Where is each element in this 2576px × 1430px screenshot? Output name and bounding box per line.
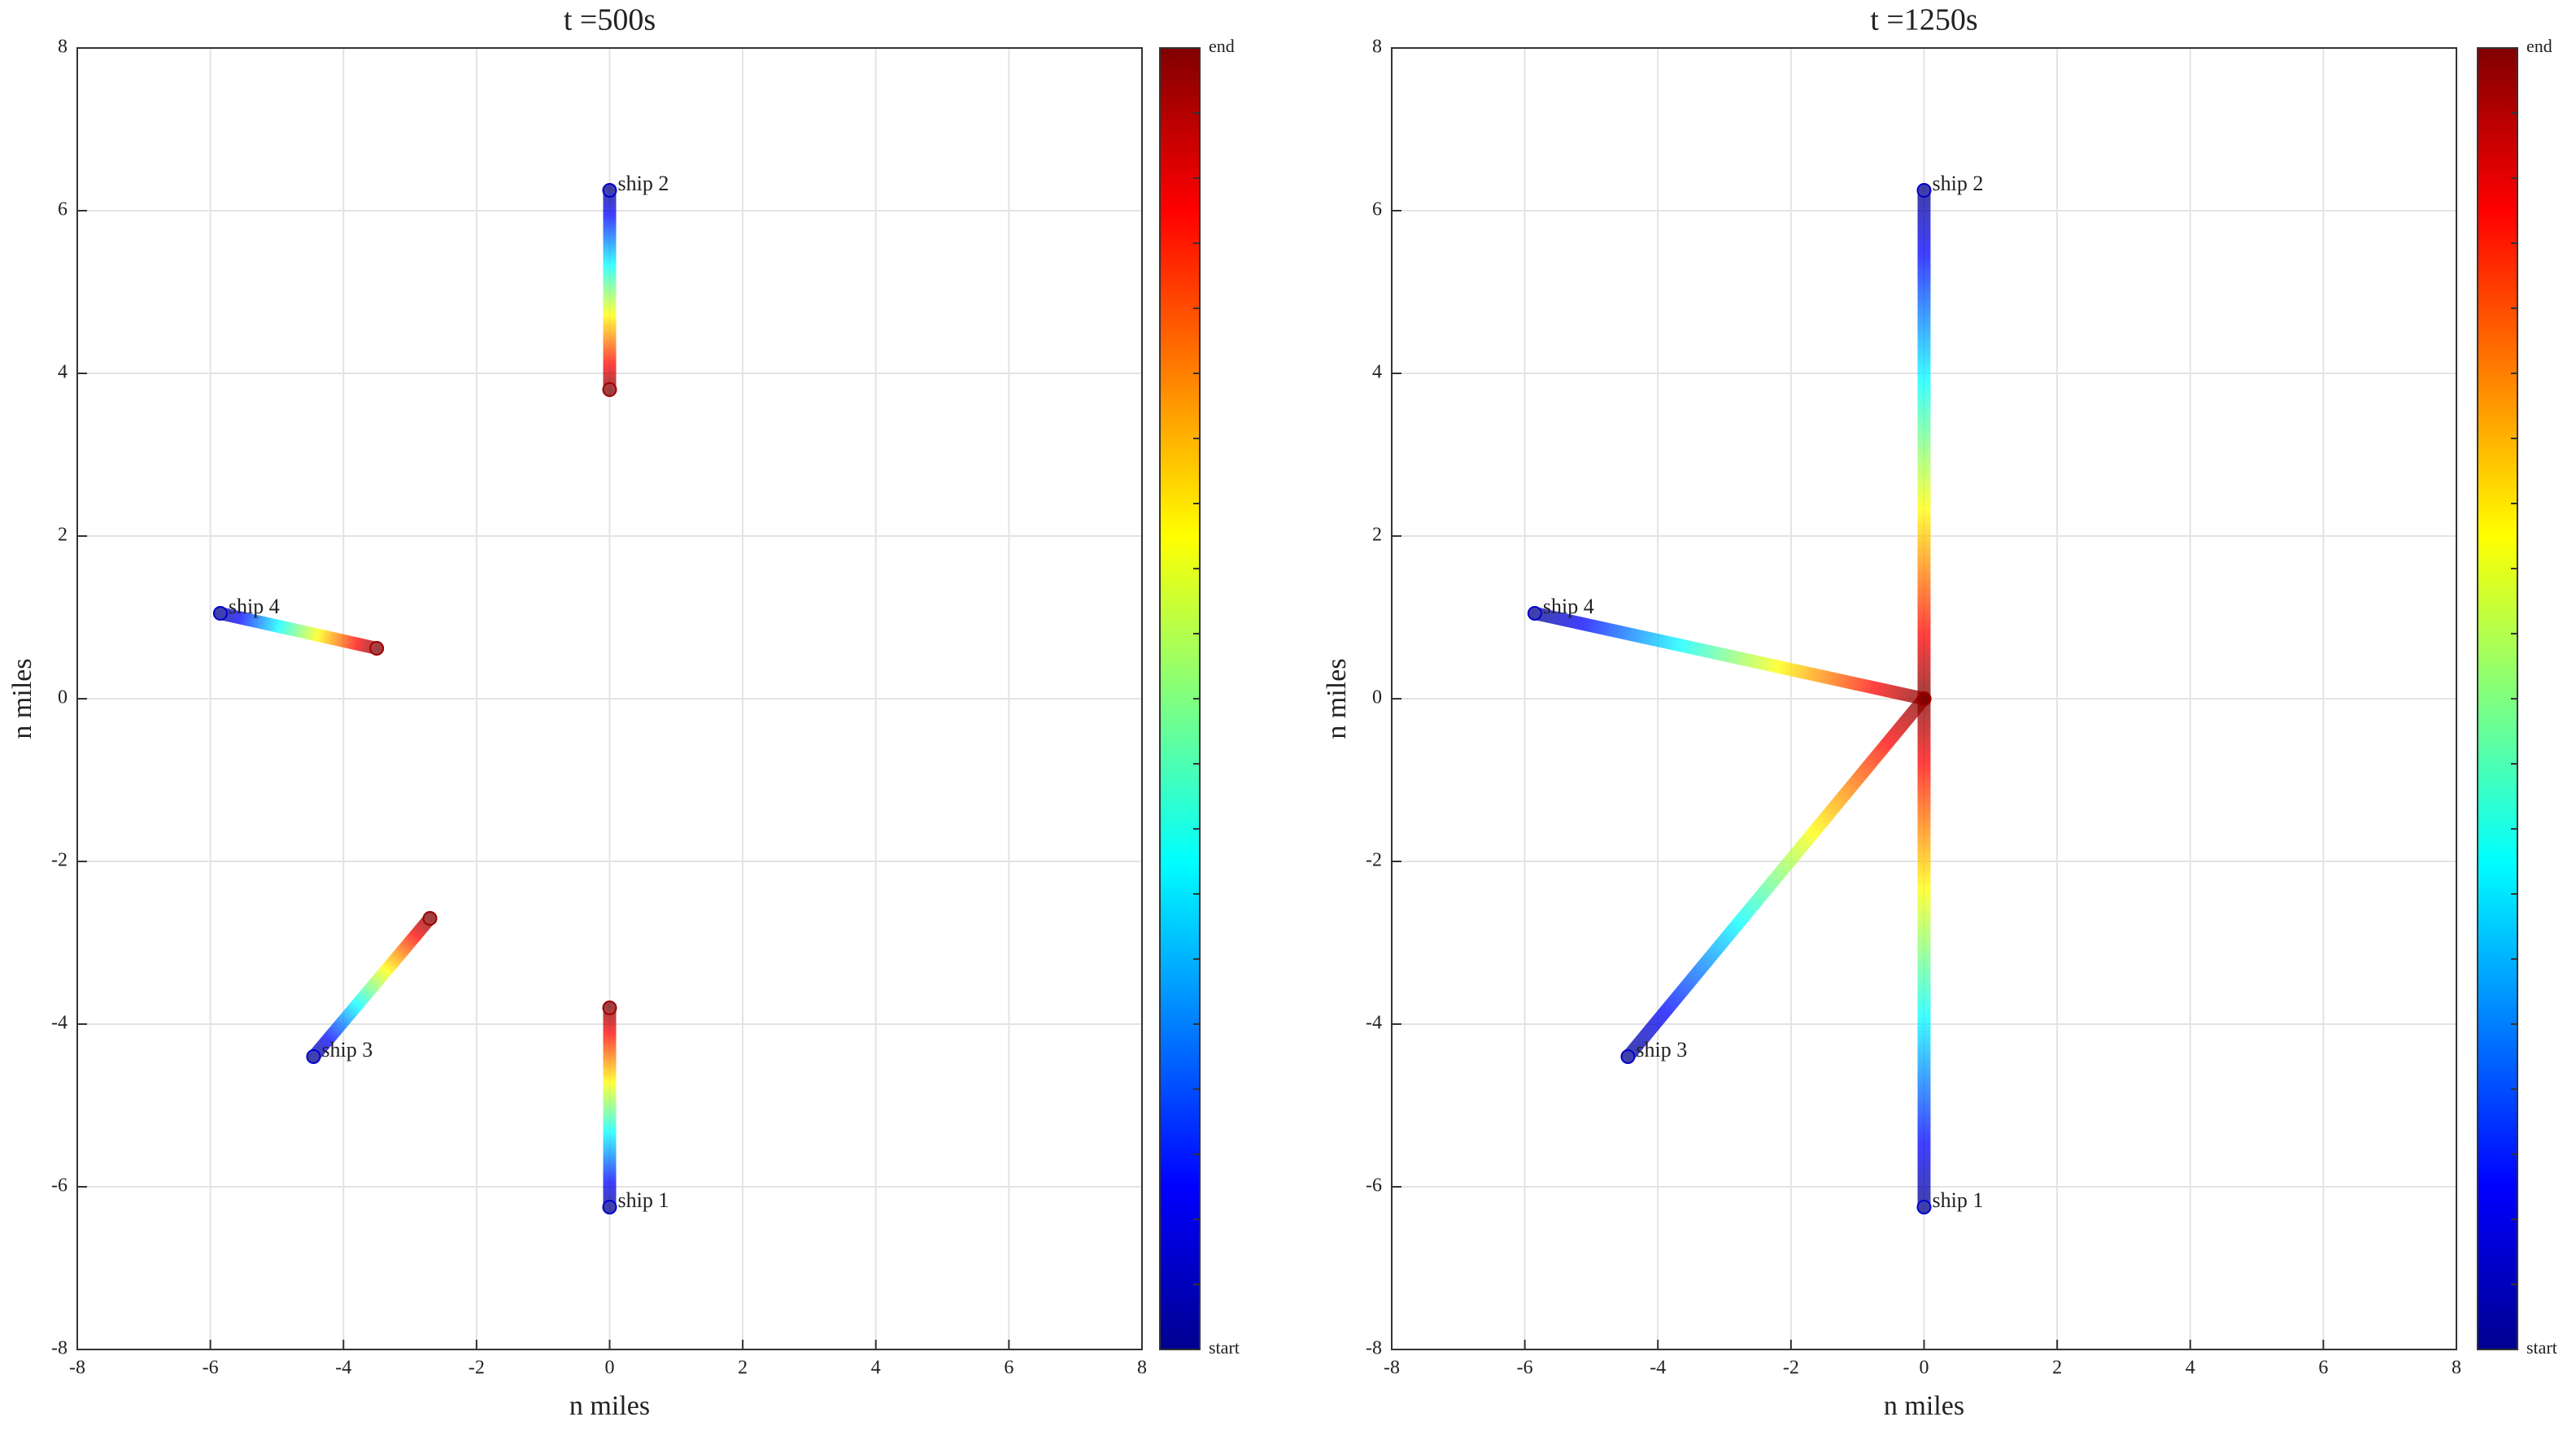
x-tick-label: -8: [69, 1358, 85, 1379]
y-tick-label: -2: [51, 850, 68, 871]
y-tick-label: 6: [58, 199, 68, 220]
y-tick-label: -6: [1366, 1175, 1382, 1197]
y-tick-label: -8: [1366, 1338, 1382, 1359]
ship-label: ship 1: [1933, 1188, 1984, 1212]
ship-label: ship 2: [618, 172, 669, 195]
y-tick-label: 0: [58, 687, 68, 708]
colorbar: [2477, 47, 2518, 1350]
x-tick-label: 8: [1137, 1358, 1147, 1379]
x-tick-label: 0: [605, 1358, 615, 1379]
x-tick-label: -2: [1783, 1358, 1799, 1379]
ship-label: ship 2: [1933, 172, 1984, 195]
colorbar-label: start: [1209, 1337, 1240, 1358]
axes-frame: [76, 47, 1143, 1350]
x-tick-label: -6: [1517, 1358, 1533, 1379]
y-tick-label: 2: [58, 525, 68, 546]
colorbar: [1159, 47, 1201, 1350]
chart-title: t =500s: [564, 3, 656, 37]
trajectory: [1621, 692, 1931, 1063]
chart-title: t =1250s: [1870, 3, 1977, 37]
x-tick-label: -4: [1650, 1358, 1666, 1379]
x-axis-label: n miles: [569, 1391, 650, 1421]
trajectory: [213, 607, 384, 655]
x-tick-label: -4: [335, 1358, 351, 1379]
y-tick-label: -6: [51, 1175, 68, 1197]
x-tick-label: 6: [1004, 1358, 1013, 1379]
x-tick-label: 4: [871, 1358, 881, 1379]
x-tick-label: 2: [738, 1358, 748, 1379]
y-tick-label: -2: [1366, 850, 1382, 871]
y-tick-label: 8: [58, 37, 68, 58]
ship-position: [602, 1200, 617, 1214]
colorbar-label: end: [2526, 36, 2552, 56]
y-tick-label: -4: [51, 1013, 68, 1034]
y-axis-label: n miles: [1322, 658, 1352, 739]
x-tick-label: 6: [2318, 1358, 2328, 1379]
y-tick-label: 2: [1372, 525, 1382, 546]
ship-label: ship 1: [618, 1188, 669, 1212]
x-tick-label: -2: [469, 1358, 485, 1379]
y-tick-label: -8: [51, 1338, 68, 1359]
y-tick-label: 0: [1372, 687, 1382, 708]
axes-frame: [1391, 47, 2457, 1350]
ship-position: [212, 606, 228, 621]
x-tick-label: 4: [2186, 1358, 2195, 1379]
ship-position: [1916, 183, 1932, 198]
colorbar-label: end: [1209, 36, 1235, 56]
ship-label: ship 3: [321, 1038, 373, 1062]
ship-label: ship 4: [229, 595, 280, 618]
x-tick-label: 2: [2052, 1358, 2062, 1379]
y-tick-label: 4: [1372, 362, 1382, 383]
y-tick-label: 8: [1372, 37, 1382, 58]
y-tick-label: -4: [1366, 1013, 1382, 1034]
ship-position: [602, 382, 617, 397]
ship-label: ship 3: [1636, 1038, 1687, 1062]
ship-position: [1527, 606, 1542, 621]
x-tick-label: -8: [1384, 1358, 1400, 1379]
ship-position: [369, 641, 385, 656]
ship-position: [306, 1049, 321, 1064]
ship-position: [602, 183, 617, 198]
trajectory: [307, 912, 437, 1063]
y-tick-label: 4: [58, 362, 68, 383]
ship-position: [1916, 691, 1932, 706]
x-tick-label: -6: [203, 1358, 219, 1379]
ship-position: [602, 1001, 617, 1015]
y-tick-label: 6: [1372, 199, 1382, 220]
trajectory: [1528, 607, 1931, 705]
x-tick-label: 0: [1920, 1358, 1929, 1379]
y-axis-label: n miles: [7, 658, 37, 739]
x-tick-label: 8: [2452, 1358, 2461, 1379]
ship-position: [1620, 1049, 1636, 1064]
colorbar-label: start: [2526, 1337, 2557, 1358]
ship-position: [1916, 1200, 1932, 1214]
x-axis-label: n miles: [1884, 1391, 1964, 1421]
ship-position: [422, 911, 438, 926]
ship-label: ship 4: [1543, 595, 1594, 618]
